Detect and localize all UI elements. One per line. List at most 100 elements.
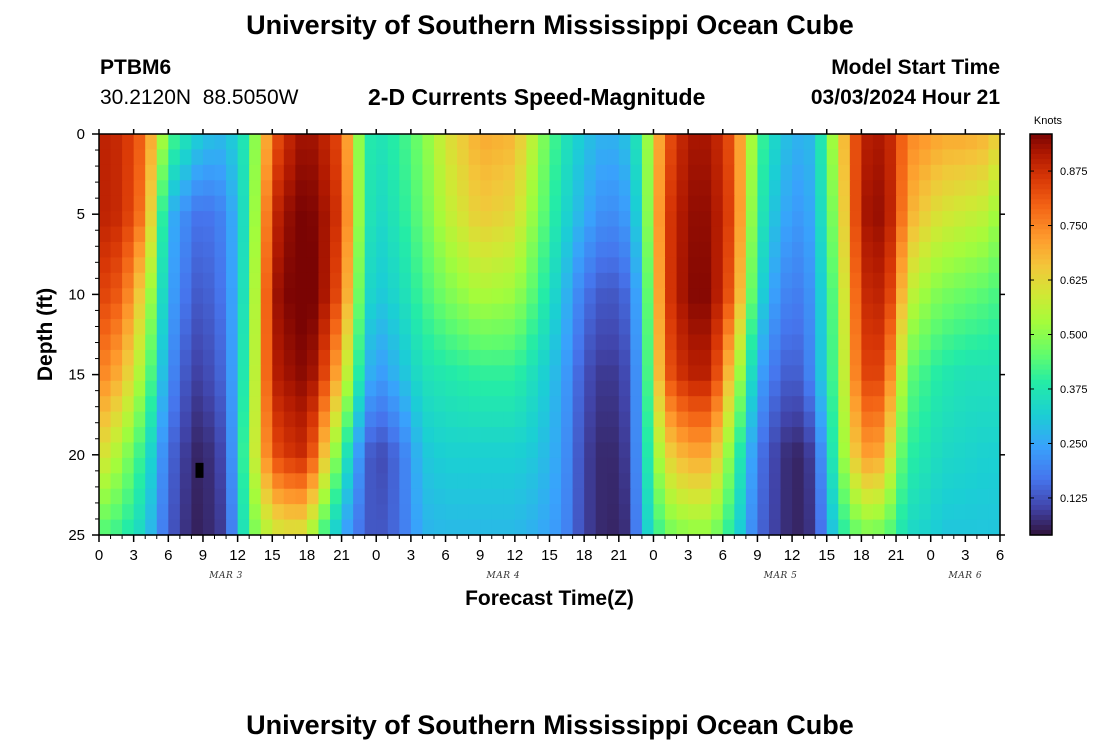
heatmap-cell (133, 272, 146, 289)
heatmap-cell (202, 365, 216, 382)
heatmap-cell (237, 380, 250, 397)
heatmap-cell (792, 519, 805, 536)
heatmap-cell (457, 272, 470, 289)
heatmap-cell (410, 211, 424, 228)
date-labels: MAR 3 MAR 4 MAR 5 MAR 6 (208, 571, 981, 581)
model-start-label: Model Start Time (831, 56, 1000, 79)
heatmap-cell (561, 303, 574, 320)
heatmap-cell (976, 134, 990, 151)
heatmap-cell (872, 411, 886, 428)
heatmap-cell (145, 349, 158, 366)
heatmap-cell (815, 427, 828, 444)
heatmap-cell (295, 149, 308, 166)
heatmap-cell (803, 195, 816, 212)
heatmap-cell (503, 195, 516, 212)
heatmap-cell (156, 288, 169, 305)
heatmap-cell (745, 288, 759, 305)
heatmap-cell (168, 134, 181, 151)
heatmap-cell (249, 319, 262, 336)
date-label: MAR 5 (763, 571, 798, 581)
heatmap-cell (179, 319, 193, 336)
heatmap-cell (595, 380, 608, 397)
heatmap-cell (318, 241, 331, 258)
heatmap-cell (653, 488, 666, 505)
heatmap-cell (110, 396, 123, 413)
heatmap-cell (457, 257, 470, 274)
heatmap-cell (976, 149, 990, 166)
heatmap-cell (249, 349, 262, 366)
heatmap-cell (191, 272, 204, 289)
heatmap-cell (376, 504, 389, 521)
heatmap-cell (641, 334, 655, 351)
heatmap-cell (133, 211, 146, 228)
heatmap-cell (907, 303, 920, 320)
heatmap-cell (514, 134, 527, 151)
heatmap-cell (318, 272, 331, 289)
heatmap-cell (907, 211, 920, 228)
heatmap-cell (191, 257, 204, 274)
heatmap-cell (572, 334, 585, 351)
heatmap-cell (433, 334, 447, 351)
heatmap-cell (907, 442, 920, 459)
heatmap-cell (849, 519, 862, 536)
heatmap-cell (803, 380, 816, 397)
heatmap-cell (965, 149, 978, 166)
heatmap-cell (237, 349, 250, 366)
heatmap-cell (976, 180, 990, 197)
heatmap-cell (526, 519, 539, 536)
heatmap-cell (884, 257, 897, 274)
heatmap-cell (376, 334, 389, 351)
heatmap-cell (237, 473, 250, 490)
heatmap-cell (572, 411, 585, 428)
heatmap-cell (930, 211, 943, 228)
heatmap-cell (641, 303, 655, 320)
heatmap-cell (826, 195, 839, 212)
heatmap-cell (988, 380, 1001, 397)
heatmap-cell (988, 134, 1001, 151)
heatmap-cell (896, 272, 909, 289)
heatmap-cell (387, 504, 400, 521)
heatmap-cell (722, 365, 735, 382)
heatmap-cell (618, 380, 631, 397)
heatmap-cell (699, 195, 712, 212)
x-tick-label: 0 (95, 547, 103, 564)
heatmap-cell (618, 134, 631, 151)
heatmap-cell (226, 211, 239, 228)
heatmap-cell (133, 427, 146, 444)
heatmap-cell (572, 303, 585, 320)
heatmap-cell (468, 442, 481, 459)
heatmap-cell (110, 442, 123, 459)
heatmap-cell (514, 349, 527, 366)
heatmap-cell (145, 164, 158, 181)
heatmap-cell (491, 180, 504, 197)
heatmap-cell (976, 473, 990, 490)
heatmap-cell (330, 473, 343, 490)
heatmap-cell (665, 519, 678, 536)
heatmap-cell (768, 457, 782, 474)
heatmap-cell (433, 365, 447, 382)
heatmap-cell (318, 226, 331, 243)
heatmap-cell (168, 365, 181, 382)
heatmap-cell (491, 349, 504, 366)
heatmap-cell (803, 457, 816, 474)
heatmap-cell (711, 288, 724, 305)
heatmap-cell (965, 226, 978, 243)
heatmap-cell (214, 226, 227, 243)
heatmap-cell (976, 365, 990, 382)
heatmap-cell (896, 488, 909, 505)
heatmap-cell (537, 134, 551, 151)
heatmap-cell (237, 164, 250, 181)
heatmap-cell (549, 241, 562, 258)
heatmap-cell (676, 149, 689, 166)
heatmap-cell (665, 149, 678, 166)
heatmap-cell (930, 319, 943, 336)
heatmap-cell (930, 504, 943, 521)
heatmap-cell (260, 504, 273, 521)
heatmap-cell (595, 211, 608, 228)
heatmap-cell (549, 411, 562, 428)
heatmap-cell (272, 488, 285, 505)
heatmap-cell (387, 195, 400, 212)
x-tick-label: 12 (784, 547, 801, 564)
heatmap-cell (676, 473, 689, 490)
heatmap-cell (330, 349, 343, 366)
